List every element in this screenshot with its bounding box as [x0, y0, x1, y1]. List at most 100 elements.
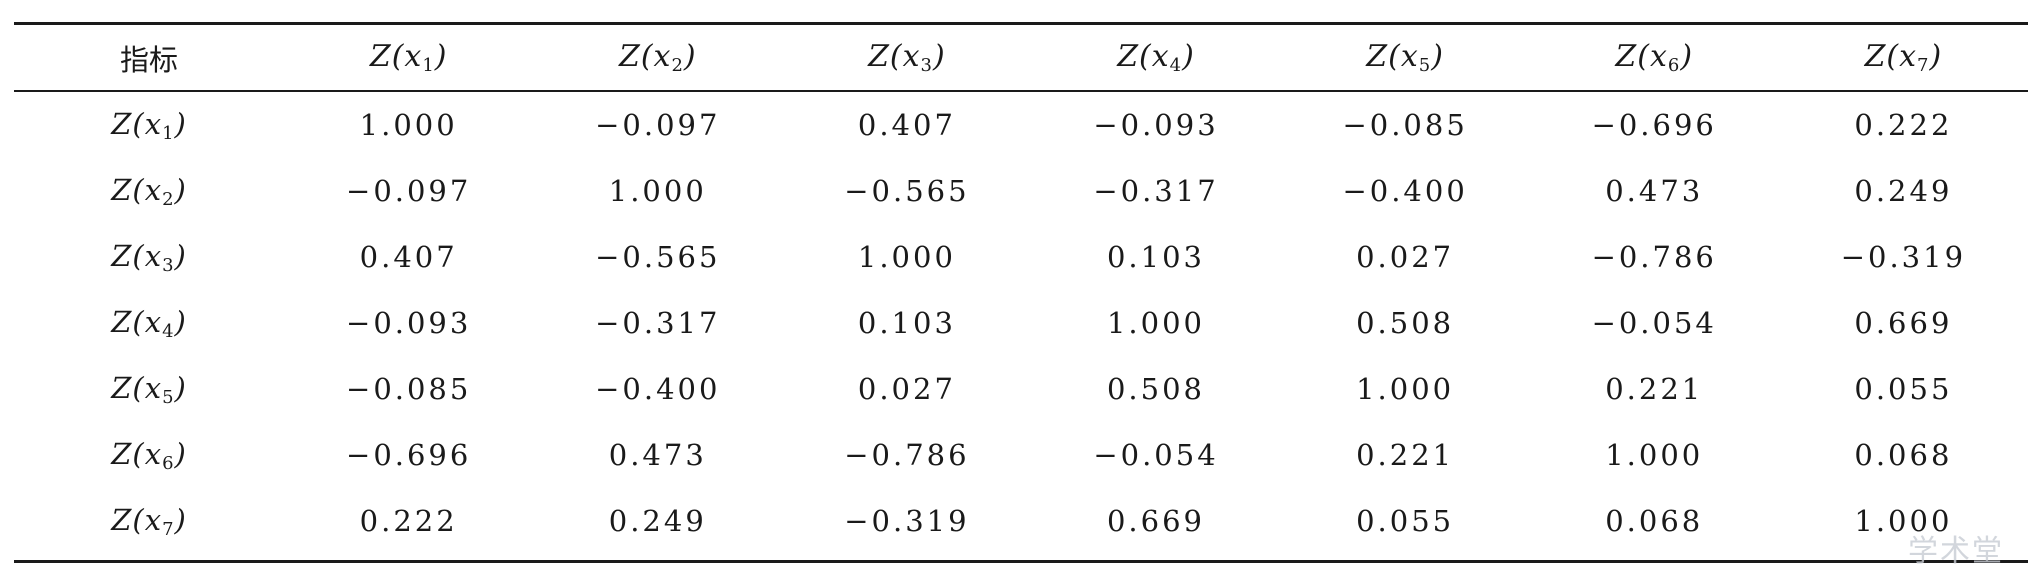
row-label-var-5: Z(x5): [111, 370, 187, 408]
row-label-var-3-close: ): [174, 238, 187, 273]
header-col-2: Z(x2): [533, 25, 782, 90]
table-cell: −0.097: [595, 108, 721, 142]
row-label-var-1-close: ): [174, 106, 187, 141]
row-label-var-5-close: ): [174, 370, 187, 405]
table-row: Z(x6) −0.696 0.473 −0.786 −0.054 0.221 1.000 0.…: [14, 422, 2028, 488]
header-col-1: Z(x1): [284, 25, 533, 90]
row-label-var-3: Z(x3): [111, 238, 187, 276]
table-cell: 0.222: [359, 504, 458, 538]
row-label: Z(x4): [14, 290, 284, 356]
table-cell: −0.093: [1093, 108, 1219, 142]
table-cell: −0.696: [1591, 108, 1717, 142]
table-cell: 0.027: [1356, 240, 1455, 274]
header-indicator: 指标: [120, 42, 179, 77]
correlation-table-body: Z(x1) 1.000 −0.097 0.407 −0.093 −0.085 −0.696 0…: [14, 92, 2028, 554]
table-cell: 1.000: [1605, 438, 1704, 472]
row-label-var-6-close: ): [174, 436, 187, 471]
header-var-6-subscript: 6: [1667, 55, 1681, 76]
header-var-3-base: Z(x: [868, 39, 921, 74]
header-col-5: Z(x5): [1281, 25, 1530, 90]
table-cell: −0.085: [1342, 108, 1468, 142]
correlation-table-wrapper: 指标 Z(x1) Z(x2) Z(x3) Z(x4) Z(x5) Z(x6) Z(x7) Z…: [14, 22, 2028, 563]
table-cell: −0.097: [346, 174, 472, 208]
table-row: Z(x2) −0.097 1.000 −0.565 −0.317 −0.400 0.473 0…: [14, 158, 2028, 224]
row-label: Z(x5): [14, 356, 284, 422]
row-label-var-7-close: ): [174, 502, 187, 537]
table-cell: −0.319: [844, 504, 970, 538]
table-cell: 0.103: [857, 306, 956, 340]
row-label-var-1-subscript: 1: [162, 122, 175, 144]
table-cell: −0.696: [346, 438, 472, 472]
header-var-4-close: ): [1182, 39, 1195, 74]
table-cell: 0.055: [1356, 504, 1455, 538]
table-cell: −0.319: [1840, 240, 1967, 274]
table-cell: 0.249: [1854, 174, 1953, 208]
row-label-var-4: Z(x4): [111, 305, 187, 342]
header-var-2-base: Z(x: [618, 39, 672, 74]
row-label-var-2: Z(x2): [111, 172, 187, 210]
row-label-var-7: Z(x7): [111, 502, 187, 540]
table-cell: 0.407: [359, 240, 458, 274]
table-row: Z(x5) −0.085 −0.400 0.027 0.508 1.000 0.221 0.0…: [14, 356, 2028, 422]
row-label-var-1-base: Z(x: [111, 106, 163, 141]
table-cell: 1.000: [857, 240, 956, 274]
table-top-rule: [14, 22, 2028, 25]
header-var-2: Z(x2): [618, 39, 697, 76]
table-cell: 0.508: [1356, 306, 1455, 340]
table-cell: 0.249: [608, 504, 707, 538]
table-row: Z(x7) 0.222 0.249 −0.319 0.669 0.055 0.068 1.00…: [14, 488, 2028, 554]
correlation-table: 指标 Z(x1) Z(x2) Z(x3) Z(x4) Z(x5) Z(x6) Z(x7): [14, 25, 2028, 90]
table-cell: 1.000: [359, 108, 458, 142]
table-cell: −0.317: [595, 306, 721, 340]
table-row: Z(x3) 0.407 −0.565 1.000 0.103 0.027 −0.786 −0.…: [14, 224, 2028, 290]
header-var-6-base: Z(x: [1615, 39, 1668, 74]
table-cell: 0.407: [857, 108, 956, 142]
header-var-2-close: ): [683, 39, 697, 74]
table-cell: −0.317: [1093, 174, 1219, 208]
row-label-var-6: Z(x6): [111, 436, 187, 474]
table-cell: 0.669: [1106, 504, 1206, 538]
table-cell: −0.786: [844, 438, 970, 472]
header-var-1-subscript: 1: [422, 55, 435, 76]
watermark-logo: 学术堂: [1908, 534, 2004, 569]
table-cell: 1.000: [1356, 372, 1455, 406]
table-cell: −0.054: [1591, 306, 1717, 340]
row-label-var-4-subscript: 4: [162, 320, 175, 342]
row-label-var-6-subscript: 6: [162, 452, 175, 474]
header-var-7-base: Z(x: [1864, 39, 1918, 74]
row-label: Z(x7): [14, 488, 284, 554]
header-var-6: Z(x6): [1615, 39, 1693, 76]
table-cell: −0.054: [1093, 438, 1219, 472]
header-var-5-subscript: 5: [1418, 55, 1432, 76]
table-cell: 0.669: [1854, 306, 1953, 340]
table-cell: 1.000: [1106, 306, 1206, 340]
header-var-7-close: ): [1929, 39, 1943, 74]
table-cell: −0.565: [595, 240, 721, 274]
table-cell: 0.222: [1854, 108, 1953, 142]
row-label: Z(x2): [14, 158, 284, 224]
row-label-var-2-close: ): [174, 172, 187, 207]
table-header-row: 指标 Z(x1) Z(x2) Z(x3) Z(x4) Z(x5) Z(x6) Z(x7): [14, 25, 2028, 90]
header-var-1-close: ): [434, 39, 448, 74]
header-var-7: Z(x7): [1864, 39, 1943, 76]
header-var-5-base: Z(x: [1366, 39, 1419, 74]
header-var-4-subscript: 4: [1169, 55, 1183, 76]
table-cell: −0.085: [346, 372, 472, 406]
table-cell: −0.400: [1342, 174, 1468, 208]
table-cell: 0.473: [1605, 174, 1704, 208]
row-label: Z(x3): [14, 224, 284, 290]
table-body: Z(x1) 1.000 −0.097 0.407 −0.093 −0.085 −0.696 0…: [14, 92, 2028, 554]
table-row: Z(x4) −0.093 −0.317 0.103 1.000 0.508 −0.054 0.…: [14, 290, 2028, 356]
header-var-5: Z(x5): [1366, 39, 1444, 76]
table-cell: 0.508: [1106, 372, 1206, 406]
header-var-7-subscript: 7: [1917, 55, 1930, 76]
row-label-var-2-base: Z(x: [111, 172, 163, 207]
table-cell: −0.093: [346, 306, 472, 340]
row-label: Z(x6): [14, 422, 284, 488]
table-row: Z(x1) 1.000 −0.097 0.407 −0.093 −0.085 −0.696 0…: [14, 92, 2028, 158]
header-col-3: Z(x3): [782, 25, 1031, 90]
header-var-3: Z(x3): [868, 39, 946, 76]
table-cell: −0.786: [1591, 240, 1717, 274]
header-var-3-close: ): [933, 39, 946, 74]
table-cell: 0.103: [1106, 240, 1206, 274]
